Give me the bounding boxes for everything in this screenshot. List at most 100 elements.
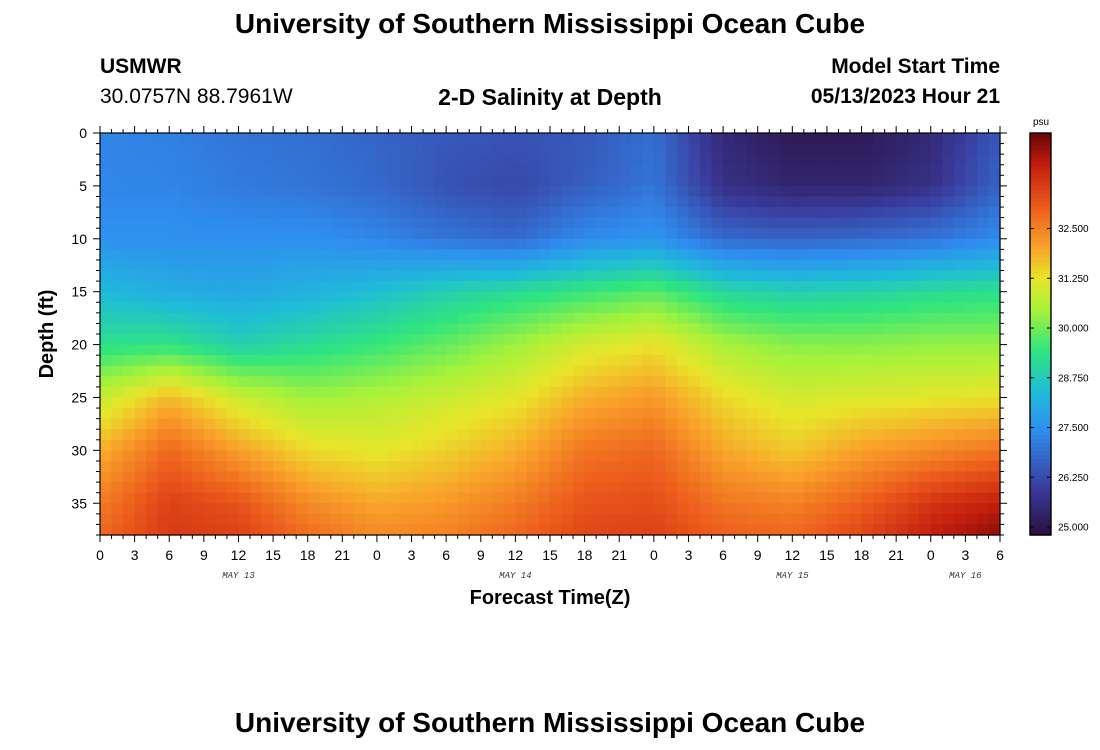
heatmap-cell [792,503,805,515]
heatmap-cell [757,238,770,250]
heatmap-cell [850,355,863,367]
heatmap-cell [480,513,493,526]
heatmap-cell [584,429,597,441]
heatmap-cell [711,323,724,335]
heatmap-cell [630,450,643,462]
heatmap-cell [619,133,632,145]
heatmap-cell [342,429,355,441]
heatmap-cell [446,154,459,166]
heatmap-cell [700,302,713,314]
heatmap-cell [919,217,932,229]
heatmap-cell [123,376,136,388]
heatmap-cell [261,376,274,388]
heatmap-cell [723,133,736,145]
colorbar-tick-label: 27.500 [1058,423,1089,434]
heatmap-cell [734,281,747,293]
heatmap-cell [411,418,424,430]
heatmap-cell [896,344,909,356]
heatmap-cell [296,312,309,325]
x-tick-label: 0 [927,547,935,563]
heatmap-cell [746,418,759,430]
heatmap-cell [400,302,413,314]
heatmap-cell [907,376,920,388]
heatmap-cell [757,185,770,198]
heatmap-cell [203,143,216,155]
heatmap-cell [700,482,713,494]
heatmap-cell [988,175,1001,187]
heatmap-cell [480,281,493,293]
heatmap-cell [596,133,609,145]
heatmap-cell [388,217,401,229]
heatmap-cell [596,344,609,356]
heatmap-cell [180,471,193,483]
heatmap-cell [815,238,828,250]
heatmap-cell [988,376,1001,388]
heatmap-cell [100,471,113,483]
heatmap-cell [930,460,943,473]
colorbar-segment [1030,378,1051,383]
heatmap-cell [526,154,540,166]
heatmap-cell [123,281,136,293]
heatmap-cell [492,376,505,388]
heatmap-cell [526,302,540,314]
heatmap-cell [596,228,609,240]
heatmap-cell [342,143,355,155]
heatmap-cell [503,175,516,187]
heatmap-cell [342,164,355,176]
heatmap-cell [111,238,124,250]
heatmap-cell [411,270,424,282]
heatmap-cell [596,386,609,399]
heatmap-cell [896,418,909,430]
heatmap-cell [457,408,470,420]
heatmap-cell [976,492,990,504]
heatmap-cell [550,207,563,219]
heatmap-cell [411,323,424,335]
heatmap-cell [711,185,724,198]
heatmap-cell [342,323,355,335]
heatmap-cell [896,471,909,483]
heatmap-cell [515,270,528,282]
heatmap-cell [723,334,736,346]
heatmap-cell [838,513,851,526]
heatmap-cell [734,164,747,176]
heatmap-cell [896,302,909,314]
heatmap-cell [746,408,759,420]
heatmap-cell [976,503,990,515]
heatmap-cell [261,344,274,356]
x-axis: 0 3 6 9 12 15 18 21 0 3 6 9 12 15 18 21 0 3 6 9 12 15 18 21 0 3 6M… [96,126,1004,581]
heatmap-cell [111,365,124,377]
heatmap-cell [584,196,597,208]
heatmap-cell [515,238,528,250]
heatmap-cell [573,143,586,155]
heatmap-cell [688,185,701,198]
heatmap-cell [284,492,297,504]
heatmap-cell [596,143,609,155]
heatmap-cell [492,259,505,272]
heatmap-cell [469,355,482,367]
heatmap-cell [100,143,113,155]
colorbar-segment [1030,478,1051,484]
heatmap-cell [734,196,747,208]
heatmap-cell [757,175,770,187]
heatmap-cell [353,460,366,473]
heatmap-cell [100,270,113,282]
colorbar-segment [1030,346,1051,351]
heatmap-cell [665,386,678,399]
heatmap-cell [688,460,701,473]
heatmap-cell [942,376,955,388]
heatmap-cell [792,281,805,293]
heatmap-cell [307,154,320,166]
heatmap-cell [480,397,493,409]
heatmap-cell [226,259,240,272]
heatmap-cell [376,238,390,250]
heatmap-cell [169,270,182,282]
heatmap-cell [665,196,678,208]
heatmap-cell [896,207,909,219]
heatmap-cell [907,334,920,346]
heatmap-cell [873,238,886,250]
heatmap-cell [446,270,459,282]
heatmap-cell [792,344,805,356]
heatmap-cell [423,281,436,293]
heatmap-cell [446,175,459,187]
heatmap-cell [261,386,274,399]
